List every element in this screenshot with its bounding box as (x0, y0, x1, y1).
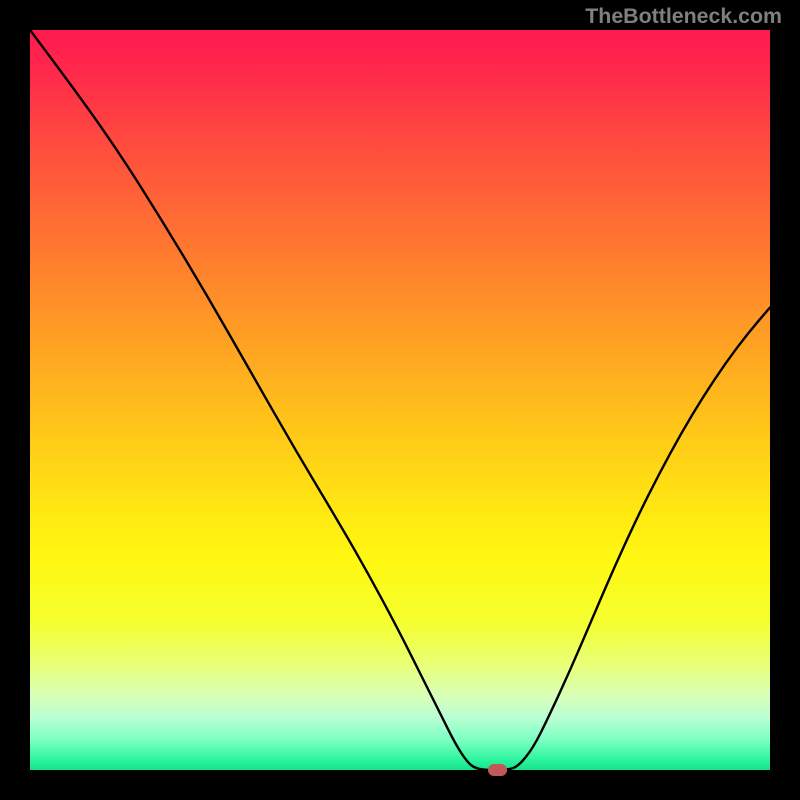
plot-area (30, 30, 770, 770)
watermark-text: TheBottleneck.com (585, 4, 782, 29)
optimum-marker (488, 764, 507, 776)
plot-svg (30, 30, 770, 770)
gradient-background (30, 30, 770, 770)
